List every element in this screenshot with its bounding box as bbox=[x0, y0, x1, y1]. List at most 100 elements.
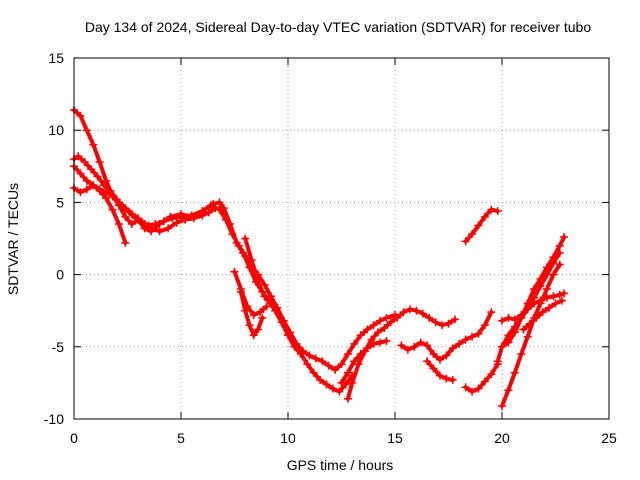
data-point bbox=[114, 198, 123, 207]
data-point bbox=[221, 215, 230, 224]
data-point bbox=[322, 380, 331, 389]
data-point bbox=[431, 318, 440, 327]
data-point bbox=[228, 230, 237, 239]
data-point bbox=[121, 212, 130, 221]
y-tick-label: -10 bbox=[44, 411, 64, 427]
data-point bbox=[438, 321, 447, 330]
data-point bbox=[504, 313, 513, 322]
data-point bbox=[335, 387, 344, 396]
data-point bbox=[356, 350, 365, 359]
data-point bbox=[348, 378, 357, 387]
data-point bbox=[380, 324, 389, 333]
data-point bbox=[151, 220, 160, 229]
data-point bbox=[410, 342, 419, 351]
data-point bbox=[249, 311, 258, 320]
data-point bbox=[523, 305, 532, 314]
data-point bbox=[549, 270, 558, 279]
x-tick-label: 15 bbox=[387, 430, 403, 446]
data-point bbox=[99, 181, 108, 190]
data-point bbox=[510, 368, 519, 377]
data-point bbox=[369, 339, 378, 348]
data-point bbox=[331, 365, 340, 374]
data-point bbox=[236, 287, 245, 296]
x-tick-label: 10 bbox=[280, 430, 296, 446]
data-point bbox=[493, 207, 502, 216]
data-point bbox=[498, 316, 506, 325]
data-point bbox=[468, 332, 477, 341]
data-point bbox=[369, 321, 378, 330]
data-point bbox=[416, 338, 425, 347]
data-point bbox=[215, 205, 224, 214]
data-point bbox=[245, 321, 254, 330]
data-point bbox=[363, 325, 372, 334]
data-point bbox=[260, 280, 269, 289]
data-point bbox=[480, 377, 489, 386]
data-point bbox=[397, 341, 406, 350]
data-point bbox=[532, 313, 541, 322]
data-point bbox=[363, 344, 372, 353]
data-point bbox=[350, 339, 359, 348]
data-point bbox=[461, 237, 470, 246]
series-track-11 bbox=[423, 357, 457, 385]
data-point bbox=[230, 267, 239, 276]
data-point bbox=[435, 355, 444, 364]
data-point bbox=[343, 368, 352, 377]
data-point bbox=[273, 303, 282, 312]
series-track-2 bbox=[70, 152, 399, 374]
data-point bbox=[517, 350, 526, 359]
track-line bbox=[72, 108, 355, 394]
data-point bbox=[76, 111, 85, 120]
y-axis-title: SDTVAR / TECUs bbox=[5, 183, 21, 295]
y-tick-label: 10 bbox=[48, 122, 64, 138]
data-point bbox=[82, 185, 91, 194]
data-point bbox=[455, 339, 464, 348]
data-point bbox=[393, 313, 402, 322]
data-point bbox=[189, 214, 198, 223]
data-point bbox=[241, 306, 250, 315]
data-point bbox=[159, 217, 168, 226]
y-tick-label: 15 bbox=[48, 50, 64, 66]
data-point bbox=[172, 218, 181, 227]
plot-frame bbox=[73, 57, 610, 420]
data-point bbox=[461, 383, 470, 392]
data-point bbox=[555, 290, 564, 299]
data-point bbox=[121, 238, 130, 247]
data-point bbox=[382, 313, 391, 322]
data-point bbox=[298, 347, 307, 356]
data-point bbox=[82, 176, 91, 185]
data-point bbox=[292, 339, 301, 348]
data-point bbox=[525, 319, 534, 328]
y-tick-label: 0 bbox=[56, 267, 64, 283]
data-point bbox=[343, 350, 352, 359]
series-track-4 bbox=[70, 181, 130, 247]
track-line bbox=[463, 362, 500, 394]
data-point bbox=[442, 351, 451, 360]
data-point bbox=[87, 165, 96, 174]
data-point bbox=[480, 321, 489, 330]
data-point bbox=[337, 360, 346, 369]
data-point bbox=[114, 220, 123, 229]
data-point bbox=[316, 376, 325, 385]
data-point bbox=[93, 172, 102, 181]
x-tick-label: 0 bbox=[70, 430, 78, 446]
data-point bbox=[542, 285, 551, 294]
data-point bbox=[549, 253, 558, 262]
data-point bbox=[249, 331, 258, 340]
series-track-18 bbox=[519, 296, 566, 334]
data-point bbox=[309, 368, 318, 377]
data-point bbox=[234, 241, 243, 250]
data-point bbox=[337, 378, 346, 387]
data-point bbox=[206, 201, 215, 210]
data-point bbox=[127, 209, 136, 218]
data-point bbox=[530, 285, 539, 294]
data-point bbox=[241, 251, 250, 260]
data-point bbox=[134, 214, 143, 223]
data-point bbox=[376, 316, 385, 325]
axis-ticks: 0 5 10 15 20 25 -10 -5 0 5 10 15 bbox=[44, 50, 617, 446]
data-point bbox=[266, 299, 275, 308]
data-point bbox=[211, 204, 220, 213]
data-point bbox=[318, 357, 327, 366]
data-point bbox=[510, 328, 519, 337]
data-point bbox=[480, 212, 489, 221]
data-point bbox=[328, 384, 337, 393]
